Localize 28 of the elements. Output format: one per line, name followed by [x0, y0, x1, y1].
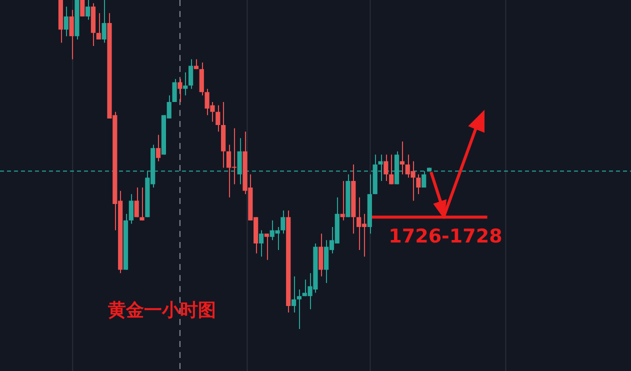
candlestick: [400, 140, 404, 175]
candlestick: [296, 289, 302, 330]
candlestick: [102, 0, 106, 44]
candlestick: [199, 62, 204, 96]
candlestick: [384, 154, 388, 182]
candlestick: [416, 174, 421, 195]
candlestick: [86, 0, 90, 20]
candlestick: [134, 187, 139, 218]
candlestick: [128, 194, 134, 224]
text: 黄金一小时图: [108, 299, 216, 322]
candlestick: [140, 187, 144, 221]
candlestick: [389, 154, 394, 185]
annotation: 1726-1728: [388, 226, 502, 248]
candlestick: [64, 6, 68, 37]
candlestick: [69, 9, 74, 60]
candlestick: [237, 138, 242, 185]
candlestick: [178, 78, 182, 102]
candlestick: [183, 72, 188, 96]
candlestick: [172, 78, 177, 102]
candlestick: [264, 233, 269, 260]
candlestick: [216, 104, 220, 132]
candlestick: [318, 233, 324, 277]
candlestick: [156, 134, 161, 162]
candlestick: [188, 58, 194, 90]
candlestick: [96, 12, 101, 40]
candlestick: [291, 276, 296, 314]
candlestick: [258, 230, 264, 258]
candlestick: [80, 0, 85, 17]
